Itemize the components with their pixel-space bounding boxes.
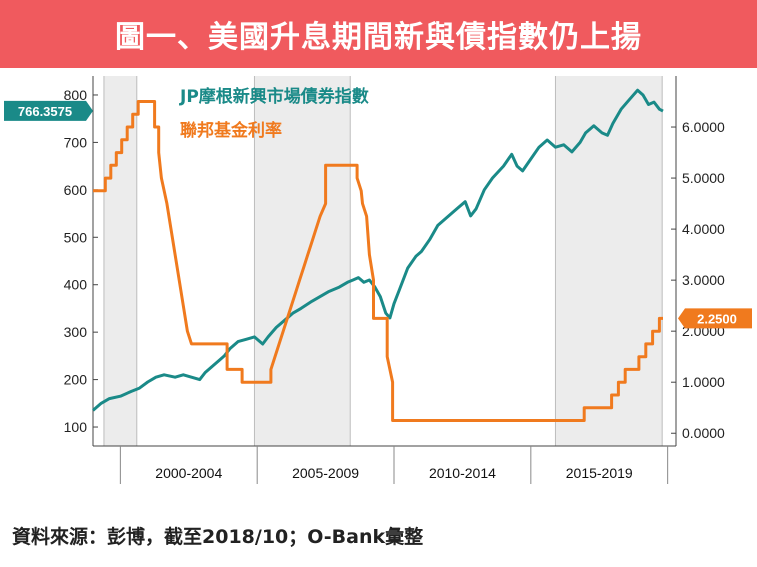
period-label-2: 2010-2014: [429, 465, 496, 481]
left-tick-label-700: 700: [64, 134, 88, 150]
left-tick-label-200: 200: [64, 372, 88, 388]
left-axis-ticks: 100 200 300 400 500 600 700 800: [64, 87, 98, 435]
shaded-period-2: [555, 76, 663, 446]
shaded-periods: [103, 76, 663, 446]
right-tick-label-5.0000: 5.0000: [682, 170, 725, 186]
right-tick-label-6.0000: 6.0000: [682, 119, 725, 135]
left-tick-label-800: 800: [64, 87, 88, 103]
right-tick-label-0.0000: 0.0000: [682, 425, 725, 441]
legend-em-bond-index: JP摩根新興市場債券指數: [179, 86, 369, 107]
legend-fed-funds-rate: 聯邦基金利率: [180, 120, 282, 141]
right-tick-label-1.0000: 1.0000: [682, 374, 725, 390]
right-tick-label-4.0000: 4.0000: [682, 221, 725, 237]
shaded-period-0: [103, 76, 137, 446]
series-line-fed-funds-rate: [93, 100, 663, 422]
right-axis-ticks: 0.00001.00002.00003.00004.00005.00006.00…: [671, 119, 725, 441]
period-label-0: 2000-2004: [155, 465, 222, 481]
left-tick-label-500: 500: [64, 229, 88, 245]
last-value-em-bond: 766.3575: [18, 104, 72, 119]
last-value-fed-rate: 2.2500: [697, 311, 737, 326]
left-tick-label-600: 600: [64, 182, 88, 198]
left-tick-label-400: 400: [64, 277, 88, 293]
chart-title: 圖一、美國升息期間新與債指數仍上揚: [0, 0, 757, 68]
source-note: 資料來源：彭博，截至2018/10；O-Bank彙整: [12, 526, 424, 548]
period-dividers: [119, 446, 669, 484]
period-label-1: 2005-2009: [292, 465, 359, 481]
series-line-em-bond-index: [92, 88, 664, 412]
right-tick-label-3.0000: 3.0000: [682, 272, 725, 288]
last-value-tag-em-bond: 766.3575: [4, 100, 93, 121]
period-labels: 2000-2004 2005-2009 2010-2014 2015-2019: [155, 465, 633, 481]
left-tick-label-300: 300: [64, 324, 88, 340]
shaded-period-1: [254, 76, 351, 446]
legend: JP摩根新興市場債券指數 聯邦基金利率: [179, 86, 369, 141]
last-value-tag-fed-rate: 2.2500: [678, 308, 752, 329]
period-label-3: 2015-2019: [566, 465, 633, 481]
left-tick-label-100: 100: [64, 419, 88, 435]
